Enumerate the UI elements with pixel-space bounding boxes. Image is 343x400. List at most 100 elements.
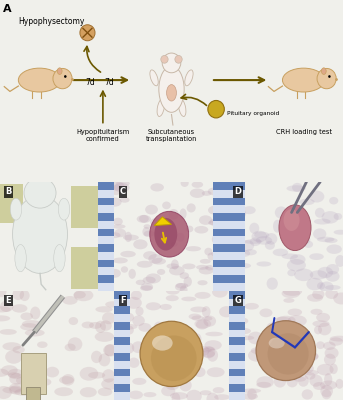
Ellipse shape	[1, 365, 17, 375]
Ellipse shape	[208, 252, 216, 260]
Ellipse shape	[282, 218, 299, 231]
Ellipse shape	[141, 283, 153, 291]
Bar	[229, 221, 245, 229]
Ellipse shape	[208, 221, 218, 225]
Ellipse shape	[260, 308, 272, 317]
Ellipse shape	[176, 233, 185, 242]
Ellipse shape	[307, 294, 323, 302]
Ellipse shape	[174, 346, 193, 357]
Ellipse shape	[268, 333, 309, 374]
Ellipse shape	[157, 368, 172, 380]
Ellipse shape	[113, 258, 128, 264]
Ellipse shape	[74, 289, 93, 301]
Ellipse shape	[250, 237, 261, 246]
Bar	[229, 345, 245, 353]
Ellipse shape	[245, 249, 257, 255]
Ellipse shape	[139, 215, 149, 222]
Ellipse shape	[229, 353, 244, 366]
Ellipse shape	[18, 68, 61, 92]
Ellipse shape	[324, 347, 339, 359]
Ellipse shape	[0, 368, 9, 377]
Bar	[213, 205, 229, 213]
Ellipse shape	[269, 338, 285, 348]
Ellipse shape	[16, 376, 30, 385]
Ellipse shape	[152, 258, 166, 265]
Ellipse shape	[129, 269, 136, 279]
Bar	[114, 314, 130, 322]
Text: C: C	[120, 188, 126, 196]
Bar	[98, 244, 114, 252]
Ellipse shape	[296, 357, 309, 370]
Text: B: B	[6, 188, 12, 196]
Ellipse shape	[267, 278, 278, 290]
Ellipse shape	[314, 218, 331, 224]
Ellipse shape	[316, 313, 330, 322]
Bar	[21, 353, 46, 394]
Ellipse shape	[154, 218, 177, 250]
Ellipse shape	[307, 352, 319, 360]
Ellipse shape	[313, 382, 326, 390]
Ellipse shape	[204, 340, 222, 350]
Ellipse shape	[104, 344, 115, 356]
Ellipse shape	[113, 218, 123, 225]
Ellipse shape	[324, 354, 336, 366]
Bar	[98, 213, 114, 221]
Bar	[229, 368, 245, 376]
Ellipse shape	[113, 224, 126, 229]
Ellipse shape	[211, 252, 221, 256]
Ellipse shape	[274, 317, 291, 323]
Ellipse shape	[244, 239, 262, 244]
Ellipse shape	[0, 301, 13, 312]
Ellipse shape	[33, 374, 44, 386]
Ellipse shape	[89, 322, 102, 329]
Ellipse shape	[173, 345, 186, 354]
Ellipse shape	[162, 202, 171, 209]
Ellipse shape	[135, 307, 144, 316]
Ellipse shape	[316, 341, 325, 349]
Ellipse shape	[257, 376, 274, 388]
Circle shape	[80, 25, 95, 41]
Ellipse shape	[62, 374, 74, 386]
Ellipse shape	[199, 215, 212, 225]
Ellipse shape	[148, 254, 163, 264]
Bar	[114, 392, 130, 400]
Ellipse shape	[102, 312, 115, 324]
Ellipse shape	[30, 306, 40, 320]
Ellipse shape	[9, 373, 24, 385]
Ellipse shape	[189, 314, 201, 320]
Ellipse shape	[73, 291, 86, 298]
Ellipse shape	[325, 289, 338, 299]
Ellipse shape	[201, 350, 215, 358]
Ellipse shape	[245, 303, 259, 310]
Ellipse shape	[186, 246, 201, 251]
Ellipse shape	[114, 291, 127, 304]
Bar	[229, 338, 245, 345]
Ellipse shape	[318, 322, 331, 335]
Ellipse shape	[154, 322, 164, 333]
Bar	[229, 298, 245, 306]
Ellipse shape	[287, 270, 296, 276]
Ellipse shape	[220, 194, 229, 202]
Ellipse shape	[209, 218, 223, 226]
Ellipse shape	[5, 350, 22, 364]
Ellipse shape	[26, 382, 43, 388]
Ellipse shape	[2, 386, 23, 394]
Ellipse shape	[335, 379, 343, 389]
Ellipse shape	[159, 66, 184, 112]
Ellipse shape	[317, 237, 334, 242]
Ellipse shape	[212, 286, 228, 298]
Ellipse shape	[256, 382, 271, 388]
Ellipse shape	[249, 223, 259, 234]
Ellipse shape	[152, 334, 163, 340]
Ellipse shape	[114, 229, 126, 237]
Bar	[229, 314, 245, 322]
Ellipse shape	[143, 251, 157, 260]
Ellipse shape	[309, 374, 322, 387]
Ellipse shape	[171, 336, 181, 346]
Ellipse shape	[309, 253, 324, 260]
Bar	[213, 275, 229, 283]
Bar	[98, 275, 114, 283]
Ellipse shape	[290, 254, 306, 265]
Ellipse shape	[265, 233, 277, 245]
Ellipse shape	[111, 184, 121, 195]
